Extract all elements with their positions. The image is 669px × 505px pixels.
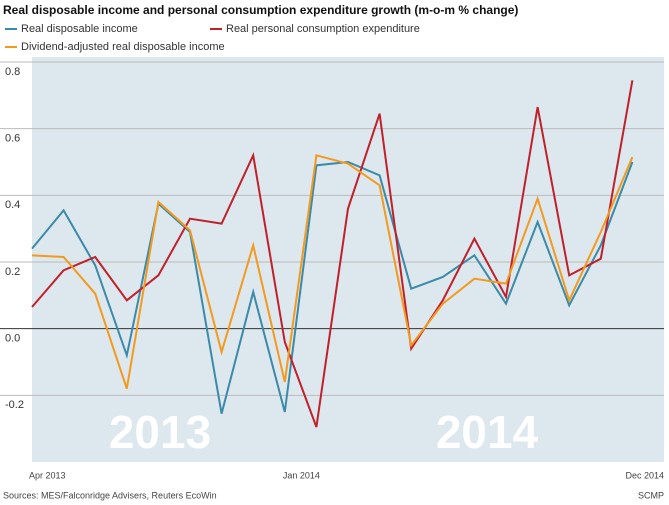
- annotation: 2014: [436, 406, 539, 458]
- source: Sources: MES/Falconridge Advisers, Reute…: [3, 490, 217, 500]
- series-line: [31, 154, 634, 389]
- legend-label: Dividend-adjusted real disposable income: [21, 41, 225, 53]
- y-tick-label: 0.0: [5, 333, 20, 345]
- x-tick-label: Apr 2013: [29, 470, 66, 480]
- series-line: [31, 80, 634, 428]
- legend-label: Real personal consumption expenditure: [226, 23, 420, 35]
- y-tick-label: 0.2: [5, 266, 20, 278]
- y-tick-label: 0.4: [5, 199, 20, 211]
- annotation: 2013: [109, 406, 211, 458]
- plot-area: [32, 57, 664, 462]
- legend-label: Real disposable income: [21, 23, 138, 35]
- chart-title: Real disposable income and personal cons…: [3, 3, 518, 17]
- y-tick-label: 0.8: [5, 66, 20, 78]
- x-tick-label: Dec 2014: [625, 470, 664, 480]
- y-tick-label: -0.2: [5, 399, 24, 411]
- series-line: [31, 160, 634, 414]
- credit: SCMP: [638, 490, 664, 500]
- x-tick-label: Jan 2014: [283, 470, 320, 480]
- y-tick-label: 0.6: [5, 133, 20, 145]
